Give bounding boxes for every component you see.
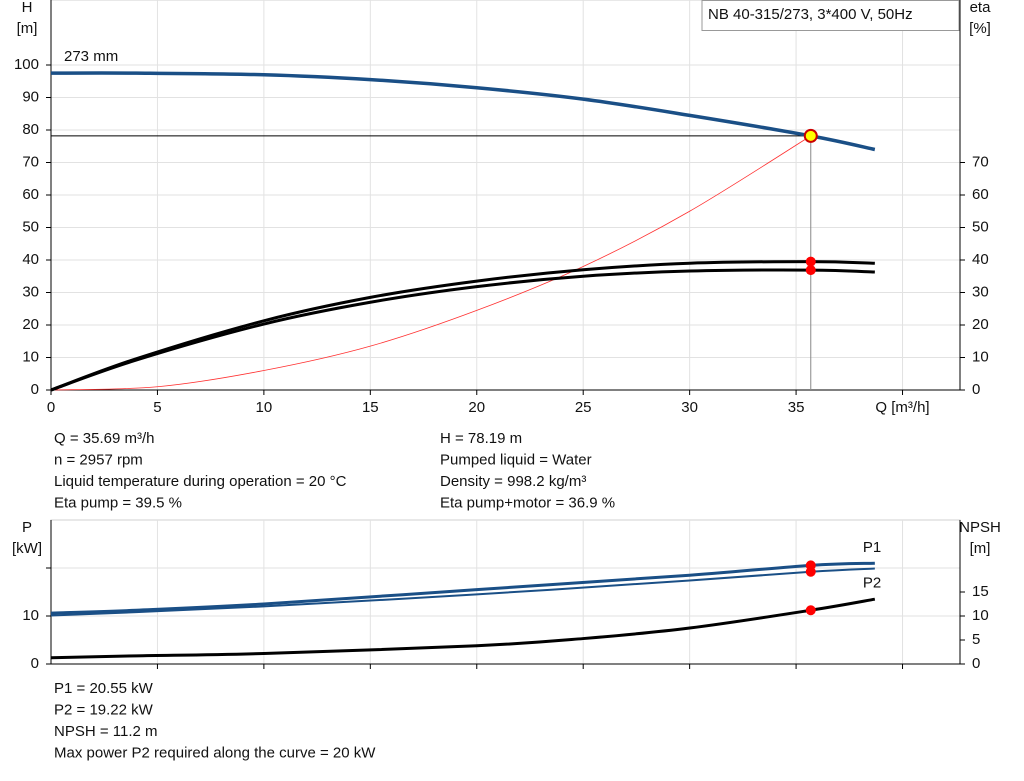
y-tick-label: 0 [31,655,39,672]
info-text: Max power P2 required along the curve = … [54,744,376,761]
curve [50,268,875,392]
y-tick-label: 50 [22,218,39,235]
y2-tick-label: 40 [972,251,989,268]
y-tick-label: 10 [22,607,39,624]
y-tick-label: 40 [22,251,39,268]
series-label: P1 [863,539,881,556]
duty-marker [805,605,816,616]
y-tick-label: 70 [22,153,39,170]
info-text: Q = 35.69 m³/h [54,430,154,447]
info-text: n = 2957 rpm [54,451,143,468]
y-axis-label: P [22,519,32,536]
curve-annotation: 273 mm [64,48,118,65]
x-tick-label: Q [m³/h] [875,399,929,416]
y2-tick-label: 10 [972,348,989,365]
curve [50,567,875,617]
y2-tick-label: 30 [972,283,989,300]
x-tick-label: 15 [362,399,379,416]
y2-axis-label: NPSH [959,519,1001,536]
title-box [701,0,960,31]
y-tick-label: 20 [22,316,39,333]
info-text: H = 78.19 m [440,430,522,447]
curve [50,135,811,391]
series-label: P2 [863,574,881,591]
y-tick-label: 0 [31,381,39,398]
curve [50,71,876,152]
info-text: P1 = 20.55 kW [54,680,154,697]
curve [50,561,875,615]
info-text: Pumped liquid = Water [440,451,592,468]
info-text: P2 = 19.22 kW [54,701,154,718]
x-tick-label: 25 [575,399,592,416]
x-tick-label: 30 [681,399,698,416]
y2-tick-label: 0 [972,381,980,398]
y2-tick-label: 20 [972,316,989,333]
y-tick-label: 30 [22,283,39,300]
curve [50,597,876,660]
chart-title: NB 40-315/273, 3*400 V, 50Hz [708,6,913,23]
x-tick-label: 10 [256,399,273,416]
y2-tick-label: 5 [972,631,980,648]
info-text: Eta pump = 39.5 % [54,494,182,511]
y-axis-label: H [22,0,33,16]
y-axis-label: [m] [17,20,38,37]
y2-axis-label: [%] [969,20,991,37]
curve [50,260,875,392]
y-tick-label: 100 [14,56,39,73]
duty-marker [803,128,818,143]
y2-tick-label: 10 [972,607,989,624]
y2-tick-label: 60 [972,186,989,203]
y-axis-label: [kW] [12,540,42,557]
x-tick-label: 20 [468,399,485,416]
x-tick-label: 5 [153,399,161,416]
info-text: NPSH = 11.2 m [54,723,158,740]
y-tick-label: 80 [22,121,39,138]
info-text: Liquid temperature during operation = 20… [54,473,347,490]
y2-tick-label: 0 [972,655,980,672]
x-tick-label: 0 [47,399,55,416]
info-text: Density = 998.2 kg/m³ [440,473,586,490]
y-tick-label: 10 [22,348,39,365]
y-tick-label: 90 [22,88,39,105]
duty-marker [805,256,816,267]
y-tick-label: 60 [22,186,39,203]
y2-tick-label: 70 [972,153,989,170]
y2-tick-label: 15 [972,583,989,600]
duty-marker [805,566,816,577]
y2-axis-label: [m] [970,540,991,557]
info-text: Eta pump+motor = 36.9 % [440,494,615,511]
y2-tick-label: 50 [972,218,989,235]
y2-axis-label: eta [970,0,992,16]
x-tick-label: 35 [788,399,805,416]
duty-marker [805,265,816,276]
